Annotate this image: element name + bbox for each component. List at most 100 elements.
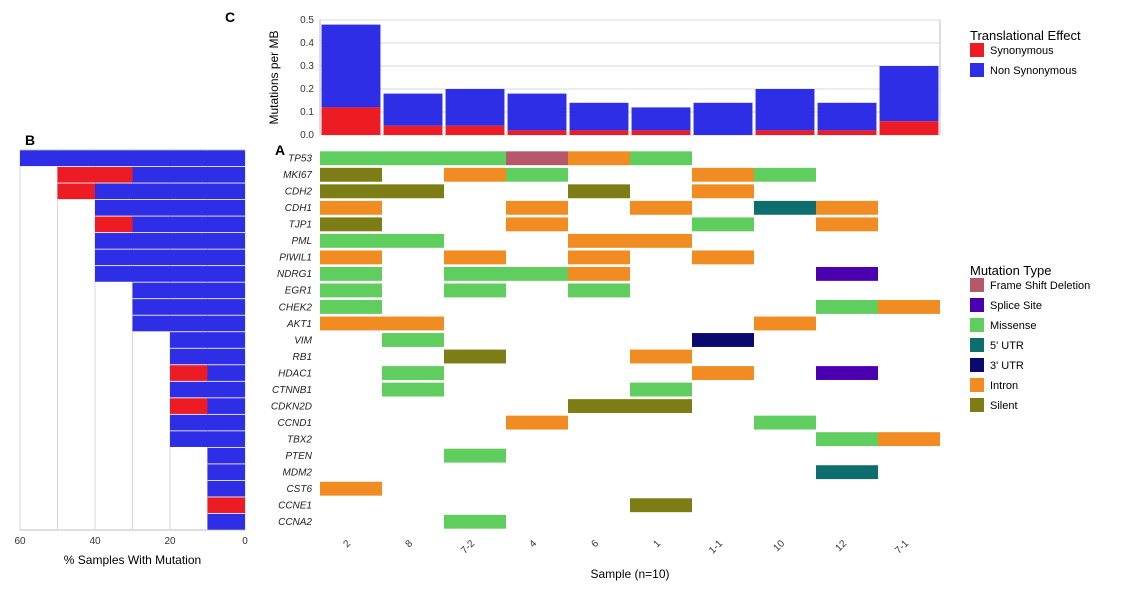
panel-b-bar-syn — [170, 365, 208, 381]
panel-label-c: C — [225, 9, 235, 25]
sample-label: 7-1 — [893, 538, 911, 556]
gene-label: CCNE1 — [278, 501, 312, 512]
panel-c-bar-syn — [756, 130, 815, 135]
legend-label: Frame Shift Deletion — [990, 280, 1090, 292]
gene-label: TBX2 — [287, 434, 312, 445]
gene-label: CCNA2 — [278, 517, 312, 528]
heatmap-cell — [382, 333, 444, 347]
panel-c-bar-nonsyn — [384, 94, 443, 126]
heatmap-cell — [320, 234, 382, 248]
heatmap-cell — [320, 201, 382, 215]
panel-c-ytick: 0.0 — [300, 130, 314, 141]
legend-translational-title: Translational Effect — [970, 28, 1081, 43]
sample-label: 7-2 — [459, 538, 477, 556]
heatmap-cell — [568, 151, 630, 165]
heatmap-cell — [630, 201, 692, 215]
panel-c-bar-nonsyn — [694, 103, 753, 135]
gene-label: TP53 — [288, 154, 312, 165]
legend-swatch — [970, 43, 984, 57]
heatmap-cell — [444, 449, 506, 463]
panel-c-ytick: 0.1 — [300, 107, 314, 118]
heatmap-cell — [382, 234, 444, 248]
heatmap-cell — [320, 250, 382, 264]
panel-b-bar-nonsyn — [170, 332, 245, 348]
gene-label: CCND1 — [278, 418, 312, 429]
heatmap-cell — [506, 168, 568, 182]
heatmap-cell — [506, 416, 568, 430]
heatmap-cell — [444, 515, 506, 529]
heatmap-cell — [568, 399, 630, 413]
panel-a-xlabel: Sample (n=10) — [590, 567, 669, 581]
heatmap-cell — [754, 317, 816, 331]
heatmap-cell — [320, 168, 382, 182]
heatmap-cell — [320, 317, 382, 331]
panel-c-ytick: 0.2 — [300, 84, 314, 95]
heatmap-cell — [878, 432, 940, 446]
gene-label: HDAC1 — [278, 368, 312, 379]
sample-label: 6 — [589, 538, 601, 550]
heatmap-cell — [816, 267, 878, 281]
panel-b-bar-nonsyn — [170, 431, 245, 447]
heatmap-cell — [568, 267, 630, 281]
legend-label: Missense — [990, 320, 1036, 332]
legend-label: Synonymous — [990, 45, 1054, 57]
legend-label: Silent — [990, 400, 1018, 412]
panel-c-ytick: 0.3 — [300, 61, 314, 72]
heatmap-cell — [568, 184, 630, 198]
sample-label: 8 — [403, 538, 415, 550]
heatmap-cell — [816, 201, 878, 215]
sample-label: 1 — [651, 538, 663, 550]
gene-label: CDH1 — [285, 203, 312, 214]
heatmap-cell — [630, 498, 692, 512]
panel-b-bar-nonsyn — [170, 349, 245, 365]
panel-b-bar-nonsyn — [208, 481, 246, 497]
heatmap-cell — [382, 317, 444, 331]
legend-label: Intron — [990, 380, 1018, 392]
panel-label-a: A — [275, 142, 285, 158]
heatmap-cell — [506, 201, 568, 215]
heatmap-cell — [320, 267, 382, 281]
heatmap-cell — [816, 432, 878, 446]
legend-label: Splice Site — [990, 300, 1042, 312]
heatmap-cell — [506, 217, 568, 231]
heatmap-cell — [568, 234, 630, 248]
heatmap-cell — [382, 366, 444, 380]
heatmap-cell — [816, 300, 878, 314]
panel-c-bar-nonsyn — [446, 89, 505, 126]
panel-c-bar-nonsyn — [322, 25, 381, 108]
legend-label: 3' UTR — [990, 360, 1024, 372]
panel-c-bar-syn — [880, 121, 939, 135]
heatmap-cell — [630, 350, 692, 364]
panel-b-bar-nonsyn — [208, 398, 246, 414]
gene-label: PIWIL1 — [279, 253, 312, 264]
panel-b-bar-nonsyn — [95, 200, 245, 216]
panel-c-bar-syn — [384, 126, 443, 135]
heatmap-cell — [320, 184, 382, 198]
heatmap-cell — [630, 234, 692, 248]
heatmap-cell — [754, 168, 816, 182]
panel-b-bar-nonsyn — [95, 233, 245, 249]
panel-b-bar-syn — [208, 497, 246, 513]
panel-b-bar-nonsyn — [133, 217, 246, 233]
heatmap-cell — [382, 151, 444, 165]
heatmap-cell — [692, 184, 754, 198]
panel-label-b: B — [25, 132, 35, 148]
heatmap-cell — [692, 168, 754, 182]
panel-b-xtick: 40 — [89, 536, 101, 547]
heatmap-cell — [754, 201, 816, 215]
panel-b-bar-nonsyn — [208, 365, 246, 381]
panel-c-bar-nonsyn — [508, 94, 567, 131]
heatmap-cell — [754, 416, 816, 430]
gene-label: CTNNB1 — [272, 385, 312, 396]
heatmap-cell — [568, 250, 630, 264]
heatmap-cell — [692, 217, 754, 231]
panel-c-ytick: 0.5 — [300, 15, 314, 26]
gene-label: VIM — [294, 335, 312, 346]
sample-label: 10 — [771, 538, 787, 554]
gene-label: CDKN2D — [271, 401, 312, 412]
panel-c-bar-nonsyn — [818, 103, 877, 131]
legend-swatch — [970, 278, 984, 292]
heatmap-cell — [568, 283, 630, 297]
panel-b-bar-nonsyn — [170, 382, 245, 398]
panel-b-bar-nonsyn — [133, 283, 246, 299]
